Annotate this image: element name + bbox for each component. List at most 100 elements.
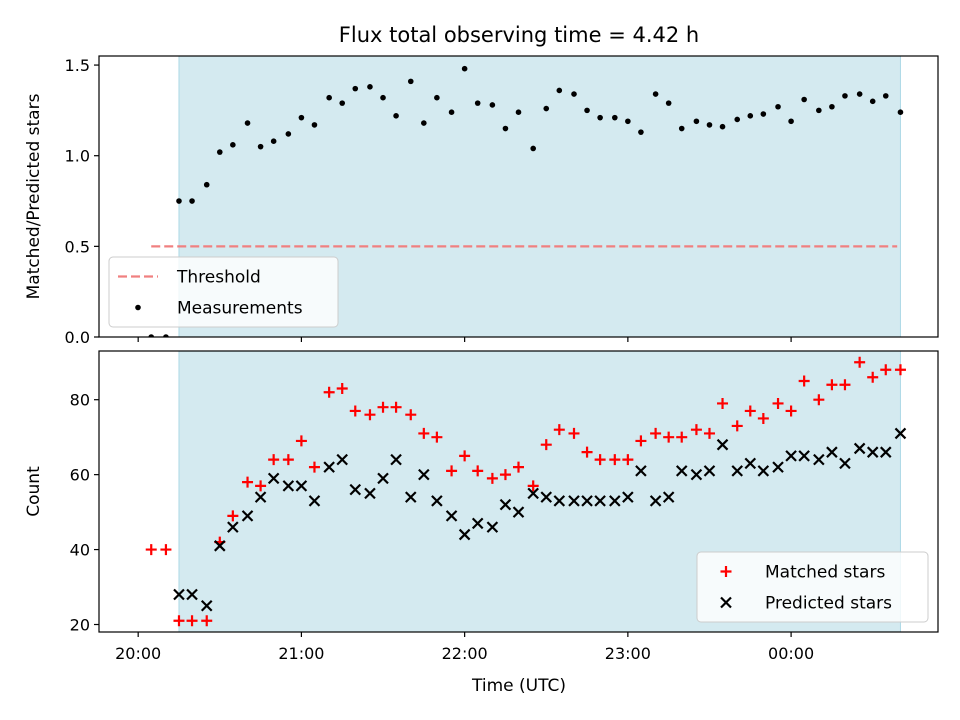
- data-point: [649, 495, 662, 507]
- data-point: [731, 465, 744, 477]
- data-point: [854, 356, 866, 368]
- data-point: [431, 431, 443, 443]
- data-layer: [145, 356, 907, 627]
- data-point: [826, 379, 838, 391]
- data-point: [176, 198, 182, 204]
- data-point: [255, 480, 267, 492]
- data-point: [446, 465, 458, 477]
- data-point: [145, 544, 157, 556]
- data-point: [285, 131, 292, 137]
- data-point: [227, 521, 239, 533]
- data-point: [489, 102, 496, 108]
- data-point: [772, 397, 784, 409]
- data-point: [295, 435, 307, 447]
- data-point: [842, 93, 848, 99]
- data-point: [543, 105, 550, 112]
- data-point: [703, 465, 716, 477]
- data-point: [622, 454, 634, 466]
- data-point: [757, 412, 769, 424]
- x-tick-label: 00:00: [768, 644, 814, 663]
- data-point: [894, 364, 906, 376]
- legend-item: Measurements: [135, 299, 303, 319]
- legend: Threshold Measurements: [108, 256, 339, 328]
- legend-label: Predicted stars: [765, 594, 892, 614]
- data-point: [584, 107, 590, 114]
- data-point: [527, 487, 539, 500]
- y-tick-label: 0.5: [65, 237, 90, 256]
- data-point: [785, 405, 797, 417]
- data-point: [486, 521, 499, 533]
- data-point: [856, 91, 863, 97]
- legend-marker-swatch: [720, 596, 732, 609]
- data-point: [553, 495, 566, 507]
- data-point: [801, 96, 807, 103]
- ratio-panel: 0.0 0.5 1.0 1.5 Matched/Predicted stars Thres…: [24, 55, 939, 347]
- legend-box: [696, 551, 929, 623]
- data-point: [869, 98, 876, 105]
- data-point: [734, 116, 741, 123]
- data-point: [597, 114, 603, 121]
- series-predicted-stars: [173, 427, 907, 612]
- data-point: [798, 450, 810, 462]
- data-point: [163, 334, 169, 337]
- legend-marker-swatch: [135, 304, 141, 311]
- data-point: [445, 510, 458, 522]
- data-point: [650, 427, 662, 439]
- data-point: [717, 397, 729, 409]
- data-point: [839, 457, 851, 470]
- data-point: [257, 143, 264, 150]
- y-tick-label: 20: [70, 616, 90, 635]
- data-point: [458, 528, 471, 541]
- data-point: [527, 480, 539, 492]
- data-point: [326, 94, 332, 101]
- chart-title: Flux total observing time = 4.42 h: [339, 23, 699, 47]
- data-point: [760, 111, 767, 117]
- data-point: [540, 491, 553, 503]
- data-point: [418, 468, 430, 481]
- data-point: [568, 427, 580, 439]
- data-point: [472, 465, 484, 477]
- y-axis-label: Count: [24, 466, 44, 517]
- data-point: [513, 461, 524, 473]
- data-point: [530, 145, 536, 152]
- data-point: [813, 453, 825, 466]
- x-axis-label: Time (UTC): [471, 676, 566, 696]
- data-point: [336, 382, 348, 394]
- data-point: [471, 517, 484, 530]
- data-point: [622, 491, 634, 503]
- data-point: [757, 465, 770, 477]
- data-point: [295, 480, 308, 492]
- data-point: [690, 424, 702, 436]
- data-point: [282, 454, 294, 466]
- y-tick-label: 1.0: [65, 147, 90, 166]
- data-point: [377, 401, 389, 413]
- data-point: [486, 472, 498, 484]
- data-point: [716, 438, 729, 451]
- data-point: [635, 465, 647, 477]
- data-point: [744, 405, 756, 417]
- data-point: [390, 401, 402, 413]
- series-measurements: [148, 65, 904, 337]
- data-point: [581, 495, 593, 507]
- data-point: [665, 100, 672, 106]
- y-tick-label: 0.0: [65, 328, 90, 347]
- data-point: [186, 588, 198, 601]
- legend-item: Matched stars: [720, 563, 885, 583]
- data-point: [690, 468, 703, 481]
- data-point: [866, 446, 879, 458]
- data-point: [459, 450, 471, 462]
- data-point: [594, 454, 606, 466]
- data-point: [242, 476, 254, 488]
- y-tick-label: 80: [70, 391, 90, 410]
- data-point: [349, 405, 361, 417]
- data-point: [404, 491, 417, 503]
- legend-marker-swatch: [720, 566, 732, 577]
- legend: Matched stars Predicted stars: [696, 551, 929, 623]
- data-point: [186, 615, 198, 627]
- data-point: [609, 495, 621, 507]
- data-point: [434, 94, 440, 101]
- data-point: [241, 510, 254, 522]
- data-point: [693, 118, 700, 125]
- x-tick-label: 22:00: [442, 644, 488, 663]
